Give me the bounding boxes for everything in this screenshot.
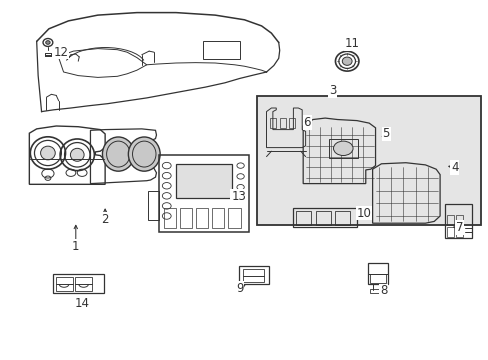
Text: 2: 2	[101, 213, 109, 226]
Bar	[256, 96, 480, 225]
Text: 4: 4	[450, 161, 458, 174]
Bar	[296, 211, 310, 225]
Ellipse shape	[46, 41, 50, 44]
Bar	[369, 274, 386, 283]
Ellipse shape	[342, 57, 351, 66]
Bar	[75, 277, 92, 291]
Bar	[335, 211, 349, 225]
Ellipse shape	[70, 148, 84, 161]
Bar	[203, 41, 239, 59]
Bar	[53, 274, 104, 293]
Bar	[369, 289, 386, 293]
Bar	[446, 227, 453, 237]
Bar	[289, 118, 295, 128]
Bar	[293, 208, 356, 227]
Bar	[56, 277, 73, 291]
Bar	[163, 208, 176, 228]
Bar	[367, 263, 387, 284]
Ellipse shape	[102, 137, 134, 171]
Bar	[212, 208, 224, 228]
Text: 7: 7	[455, 221, 463, 234]
Text: 5: 5	[382, 127, 389, 140]
Text: 3: 3	[328, 84, 336, 97]
Bar	[148, 191, 159, 220]
Text: 1: 1	[72, 240, 80, 253]
Bar	[315, 211, 330, 225]
Text: 10: 10	[356, 207, 371, 220]
Text: 6: 6	[303, 116, 310, 129]
Text: 11: 11	[344, 37, 359, 50]
Bar	[242, 269, 264, 282]
Bar	[455, 215, 462, 225]
Ellipse shape	[333, 141, 352, 156]
Bar	[279, 118, 285, 128]
Text: 8: 8	[379, 284, 387, 297]
Bar	[446, 215, 453, 225]
Bar	[444, 204, 471, 238]
Ellipse shape	[128, 137, 160, 171]
Bar	[269, 118, 275, 128]
Bar	[228, 208, 240, 228]
Bar	[159, 155, 249, 232]
Text: 9: 9	[235, 282, 243, 294]
Bar	[238, 266, 268, 284]
Bar	[256, 96, 480, 225]
Bar	[176, 164, 232, 198]
Bar	[180, 208, 192, 228]
Ellipse shape	[41, 146, 55, 160]
Text: 13: 13	[231, 190, 245, 203]
Bar	[328, 139, 357, 158]
Text: 12: 12	[54, 46, 68, 59]
Bar	[196, 208, 208, 228]
Bar	[455, 227, 462, 237]
Text: 14: 14	[75, 297, 89, 310]
